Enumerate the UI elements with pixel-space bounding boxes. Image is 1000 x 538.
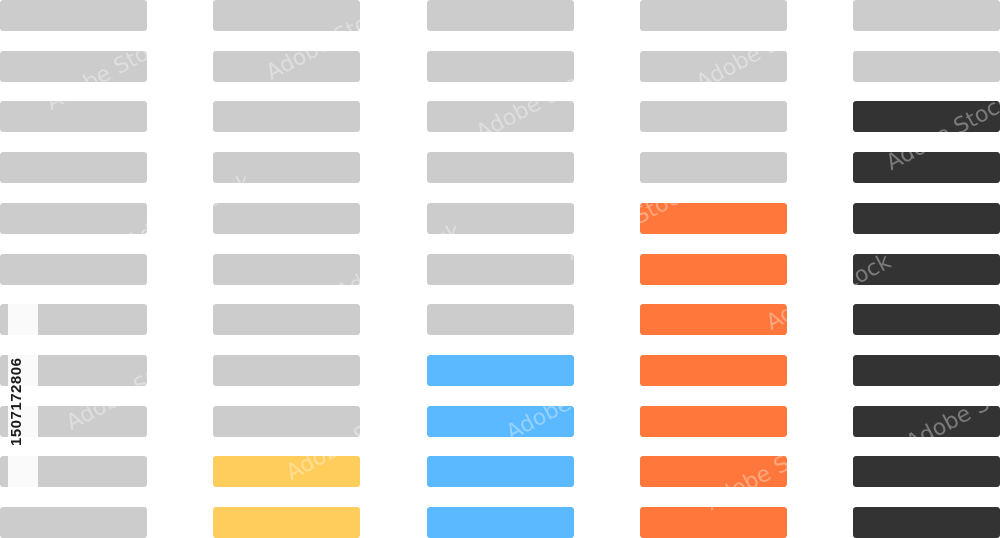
meter-segment: [853, 0, 1000, 31]
meter-segment: [213, 50, 360, 82]
meter-segment: [640, 456, 787, 488]
meter-segment: [640, 507, 787, 538]
meter-segment: [853, 456, 1000, 488]
meter-segment: [427, 50, 574, 82]
meter-segment: [640, 405, 787, 437]
meter-segment: [213, 304, 360, 336]
level-meter-yellow: [213, 0, 360, 538]
meter-segment: [0, 152, 147, 184]
meter-segment: [213, 354, 360, 386]
meter-segment: [640, 50, 787, 82]
meter-segment: [213, 456, 360, 488]
meter-segment: [0, 101, 147, 133]
meter-segment: [640, 202, 787, 234]
meter-segment: [853, 202, 1000, 234]
meter-segment: [0, 507, 147, 538]
meter-segment: [427, 456, 574, 488]
meter-segment: [853, 253, 1000, 285]
meter-segment: [213, 202, 360, 234]
meter-segment: [640, 101, 787, 133]
level-meter-blue: [427, 0, 574, 538]
meter-segment: [0, 202, 147, 234]
meter-segment: [427, 0, 574, 31]
meter-segment: [640, 304, 787, 336]
meter-segment: [213, 507, 360, 538]
meter-segment: [213, 101, 360, 133]
meter-segment: [640, 0, 787, 31]
meter-segment: [213, 253, 360, 285]
meter-segment: [213, 0, 360, 31]
meter-segment: [427, 507, 574, 538]
meter-segment: [0, 253, 147, 285]
meter-segment: [853, 50, 1000, 82]
meter-segment: [0, 0, 147, 31]
meter-segment: [213, 405, 360, 437]
meter-segment: [853, 152, 1000, 184]
meter-segment: [853, 354, 1000, 386]
level-meter-orange: [640, 0, 787, 538]
meter-segment: [853, 405, 1000, 437]
meter-segment: [427, 253, 574, 285]
meter-segment: [640, 253, 787, 285]
meter-segment: [213, 152, 360, 184]
stock-id-label: 1507172806: [8, 300, 38, 504]
meter-segment: [427, 152, 574, 184]
meter-segment: [853, 507, 1000, 538]
level-meter-dark: [853, 0, 1000, 538]
meter-segment: [640, 152, 787, 184]
meter-segment: [640, 354, 787, 386]
meter-segment: [427, 304, 574, 336]
meter-segment: [427, 202, 574, 234]
meter-segment: [853, 101, 1000, 133]
meter-segment: [427, 354, 574, 386]
meter-segment: [853, 304, 1000, 336]
meter-segment: [427, 101, 574, 133]
meter-segment: [427, 405, 574, 437]
meter-segment: [0, 50, 147, 82]
